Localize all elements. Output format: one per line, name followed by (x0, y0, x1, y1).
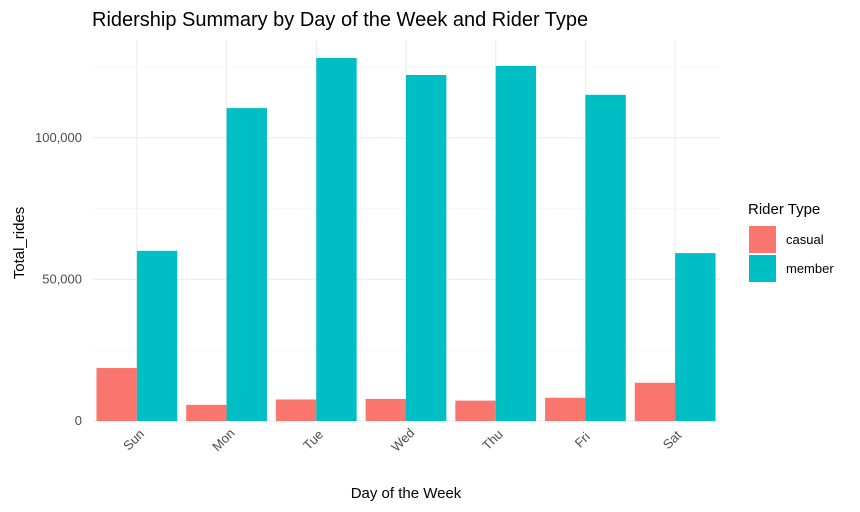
bar-member-tue (316, 58, 357, 421)
x-axis-title: Day of the Week (351, 485, 462, 502)
legend-swatch-casual (749, 226, 776, 253)
y-tick-label: 50,000 (42, 271, 82, 286)
x-tick-label: Sat (660, 427, 685, 452)
bar-casual-thu (455, 400, 496, 421)
bars (96, 58, 716, 422)
chart-title: Ridership Summary by Day of the Week and… (92, 9, 588, 31)
legend: Rider Type casual member (748, 201, 834, 282)
bar-casual-sat (634, 382, 676, 421)
x-tick-label: Fri (572, 429, 593, 450)
legend-title: Rider Type (748, 201, 820, 218)
x-tick-label: Wed (388, 425, 417, 454)
bar-casual-wed (365, 398, 406, 421)
bar-casual-fri (545, 397, 586, 421)
bar-casual-sun (96, 368, 137, 421)
legend-items: casual member (749, 226, 834, 282)
bar-member-wed (406, 74, 447, 422)
x-tick-label: Tue (300, 427, 326, 453)
bar-member-thu (495, 65, 537, 422)
x-tick-label: Thu (479, 427, 505, 453)
y-axis-title: Total_rides (11, 207, 28, 280)
x-axis-ticks: Sun Mon Tue Wed Thu Fri Sat (120, 425, 684, 454)
x-tick-label: Sun (120, 426, 147, 453)
y-tick-label: 0 (75, 413, 82, 428)
bar-member-sun (136, 250, 178, 421)
legend-swatch-member (749, 255, 776, 282)
legend-label-member: member (786, 261, 834, 276)
x-tick-label: Mon (209, 426, 237, 454)
y-axis-ticks: 0 50,000 100,000 (35, 130, 82, 428)
bar-casual-tue (275, 399, 317, 421)
bar-casual-mon (186, 404, 227, 421)
bar-member-fri (585, 94, 626, 422)
bar-member-mon (226, 108, 267, 421)
bar-member-sat (675, 253, 716, 421)
legend-label-casual: casual (786, 232, 824, 247)
y-tick-label: 100,000 (35, 130, 82, 145)
